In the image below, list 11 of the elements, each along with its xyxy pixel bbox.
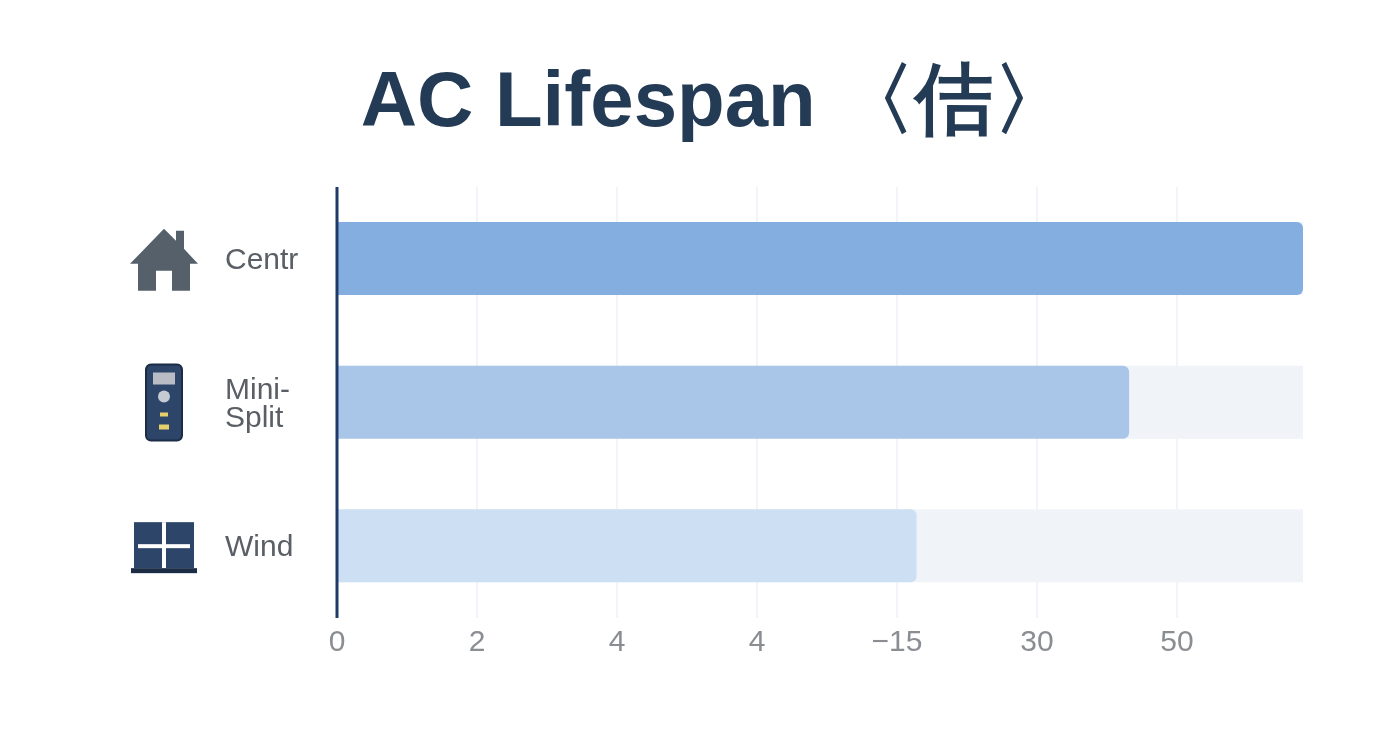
text: 50 <box>1159 624 1195 658</box>
y-tick-label: Wind <box>225 529 294 563</box>
y-tick-label: Mini-Split <box>225 371 290 433</box>
y-tick-label: Centr <box>225 241 299 275</box>
text: −15 <box>870 624 924 658</box>
text: 2 <box>467 624 487 658</box>
text: 30 <box>1019 624 1055 658</box>
text: 4 <box>747 624 767 658</box>
chart-title: AC Lifespan 〈佶〉 <box>359 54 1073 145</box>
text: 4 <box>607 624 627 658</box>
text: 0 <box>327 624 347 658</box>
